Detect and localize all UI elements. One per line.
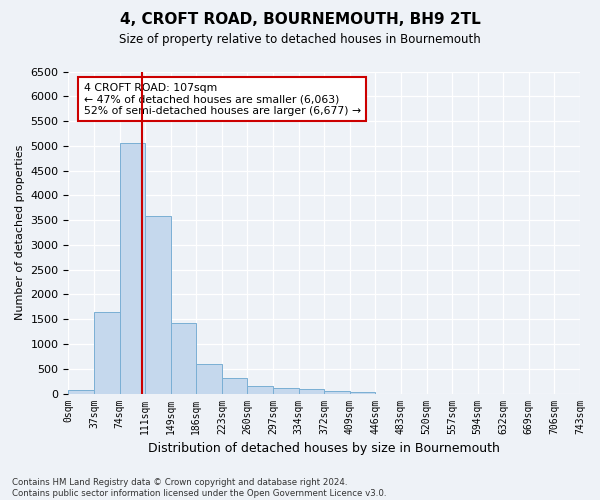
Text: Contains HM Land Registry data © Crown copyright and database right 2024.
Contai: Contains HM Land Registry data © Crown c… bbox=[12, 478, 386, 498]
Bar bbox=[119, 144, 145, 394]
Bar bbox=[94, 312, 119, 394]
Bar bbox=[324, 391, 350, 394]
Bar bbox=[68, 390, 94, 394]
Bar bbox=[196, 364, 222, 394]
Bar bbox=[171, 323, 196, 394]
Bar bbox=[350, 392, 376, 394]
Bar bbox=[273, 388, 299, 394]
Text: 4, CROFT ROAD, BOURNEMOUTH, BH9 2TL: 4, CROFT ROAD, BOURNEMOUTH, BH9 2TL bbox=[119, 12, 481, 28]
Text: 4 CROFT ROAD: 107sqm
← 47% of detached houses are smaller (6,063)
52% of semi-de: 4 CROFT ROAD: 107sqm ← 47% of detached h… bbox=[84, 83, 361, 116]
Bar bbox=[145, 216, 171, 394]
Text: Size of property relative to detached houses in Bournemouth: Size of property relative to detached ho… bbox=[119, 32, 481, 46]
X-axis label: Distribution of detached houses by size in Bournemouth: Distribution of detached houses by size … bbox=[148, 442, 500, 455]
Bar bbox=[247, 386, 273, 394]
Bar bbox=[299, 389, 324, 394]
Y-axis label: Number of detached properties: Number of detached properties bbox=[15, 145, 25, 320]
Bar bbox=[222, 378, 247, 394]
